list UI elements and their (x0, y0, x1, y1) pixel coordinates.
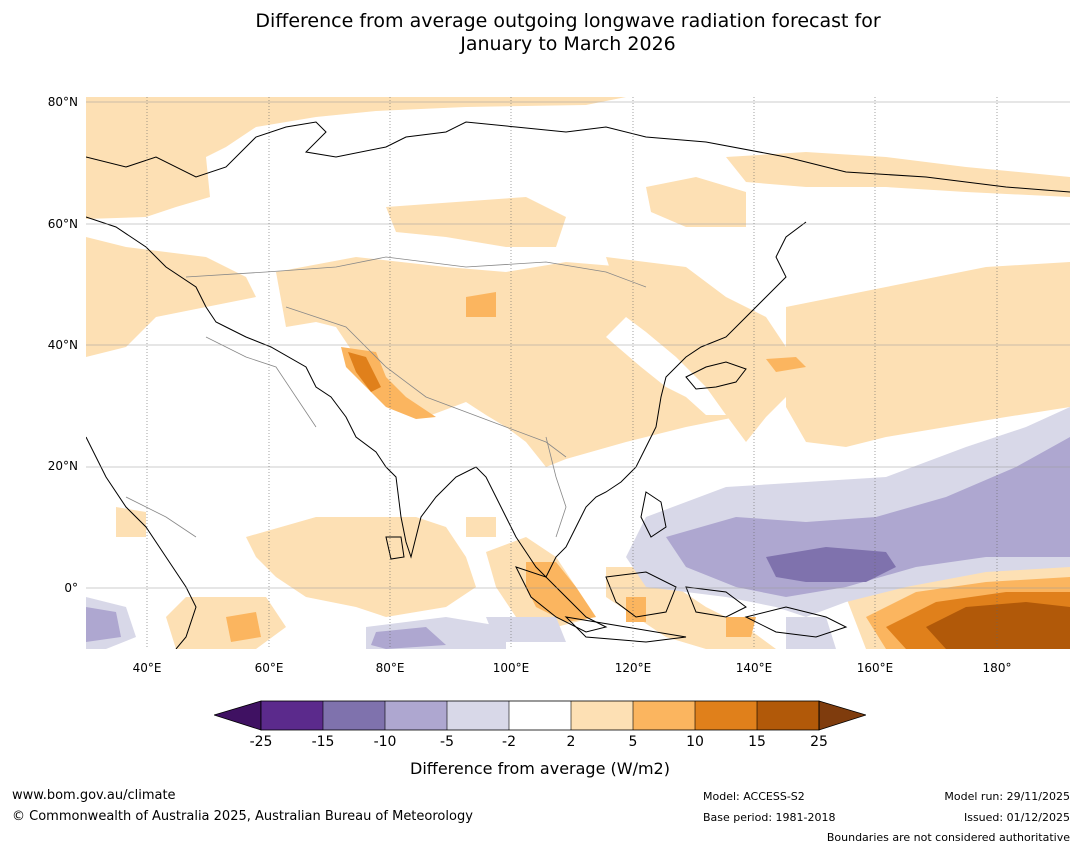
colorbar-bin-6 (571, 701, 633, 730)
colorbar-tick-2: 2 (566, 734, 576, 750)
colorbar-bin-1 (261, 701, 323, 730)
lon-label-100e: 100°E (492, 661, 530, 675)
colorbar-bin-8 (695, 701, 757, 730)
base-period-text: Base period: 1981-2018 (703, 811, 836, 824)
colorbar-svg (212, 700, 868, 731)
lon-label-80e: 80°E (375, 661, 405, 675)
colorbar-extend-low (212, 700, 262, 731)
colorbar-outline (260, 700, 820, 731)
colorbar-bin-5 (509, 701, 571, 730)
lat-label-80n: 80°N (47, 95, 78, 109)
colorbar-bin-9 (757, 701, 819, 730)
colorbar-bin-7 (633, 701, 695, 730)
colorbar-dividers (322, 701, 758, 730)
map-svg (86, 97, 1070, 649)
colorbar-extend-high (818, 700, 868, 731)
colorbar-tick-5: 5 (628, 734, 638, 750)
lon-label-40e: 40°E (132, 661, 162, 675)
colorbar-bin-4 (447, 701, 509, 730)
longitude-gridlines (146, 97, 998, 649)
lat-label-40n: 40°N (47, 338, 78, 352)
lon-label-120e: 120°E (614, 661, 652, 675)
website-link[interactable]: www.bom.gov.au/climate (12, 788, 176, 803)
country-borders (125, 256, 647, 538)
lon-label-180: 180° (982, 661, 1012, 675)
colorbar-tick-minus5: -5 (440, 734, 454, 750)
anomaly-15-to-25-fill (926, 602, 1070, 649)
model-run-text: Model run: 29/11/2025 (944, 790, 1070, 803)
colorbar-bin-3 (385, 701, 447, 730)
anomaly-minus15-to-minus10-fill (766, 547, 896, 582)
lon-label-60e: 60°E (254, 661, 284, 675)
olr-anomaly-map (86, 97, 1070, 649)
colorbar-tick-minus25: -25 (249, 734, 273, 750)
lon-label-160e: 160°E (856, 661, 894, 675)
title-line-1: Difference from average outgoing longwav… (255, 10, 881, 32)
colorbar-tick-minus15: -15 (311, 734, 335, 750)
coastlines (86, 121, 1070, 649)
latitude-gridlines (86, 101, 1070, 589)
lat-label-60n: 60°N (47, 217, 78, 231)
colorbar-tick-15: 15 (748, 734, 766, 750)
colorbar-label: Difference from average (W/m2) (410, 759, 670, 778)
copyright-text: © Commonwealth of Australia 2025, Austra… (12, 809, 473, 824)
disclaimer-text: Boundaries are not considered authoritat… (826, 831, 1070, 844)
lat-label-0: 0° (64, 581, 78, 595)
model-text: Model: ACCESS-S2 (703, 790, 805, 803)
colorbar-tick-minus10: -10 (373, 734, 397, 750)
colorbar-tick-25: 25 (810, 734, 828, 750)
gridlines (86, 97, 1070, 649)
lat-label-20n: 20°N (47, 459, 78, 473)
colorbar (212, 700, 868, 736)
colorbar-tick-minus2: -2 (502, 734, 516, 750)
title-line-2: January to March 2026 (460, 33, 676, 55)
colorbar-bin-2 (323, 701, 385, 730)
colorbar-tick-10: 10 (686, 734, 704, 750)
lon-label-140e: 140°E (735, 661, 773, 675)
chart-title: Difference from average outgoing longwav… (0, 10, 1081, 56)
issued-text: Issued: 01/12/2025 (963, 811, 1070, 824)
